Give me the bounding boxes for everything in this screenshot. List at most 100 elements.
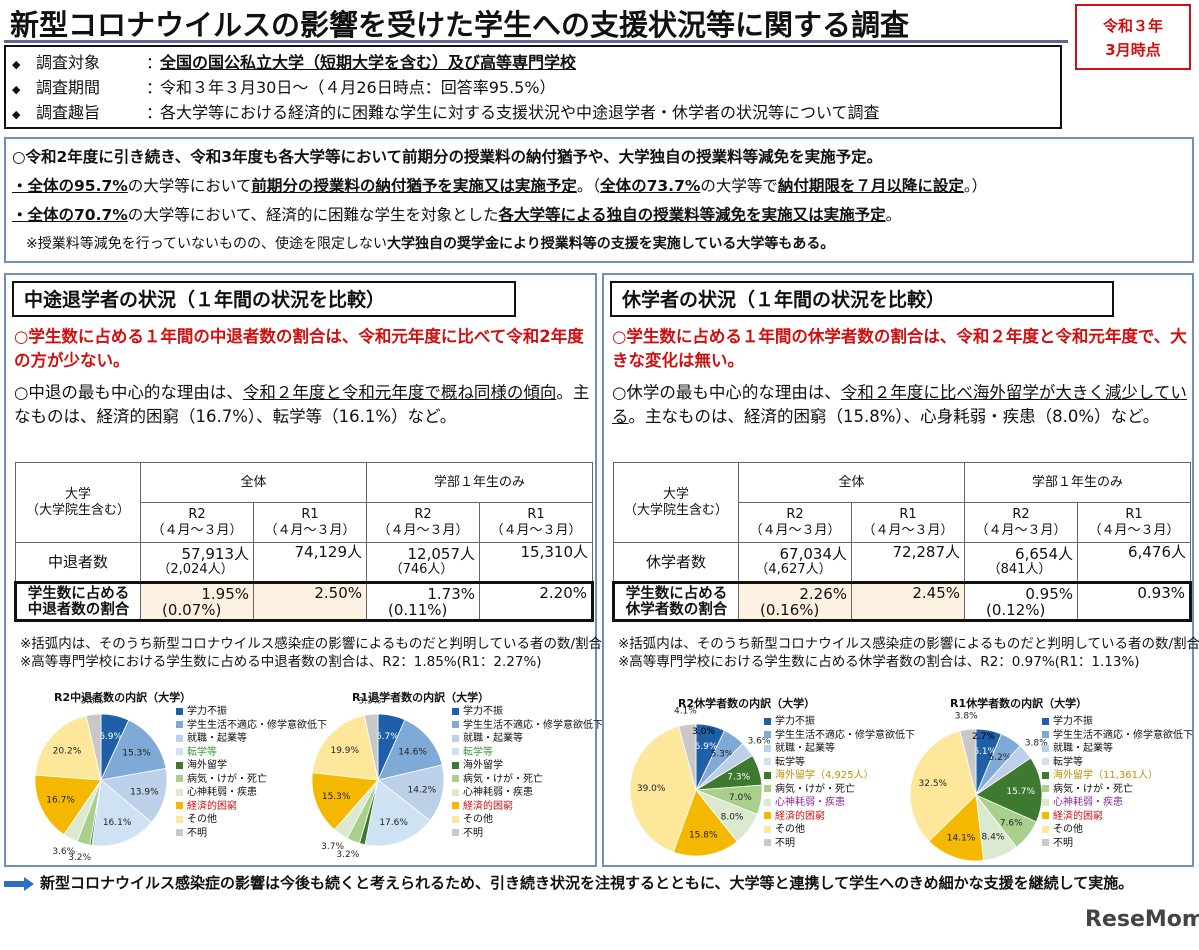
pie-label-0-2: 13.9% (130, 788, 159, 798)
pie-label-1-6: 3.7% (321, 842, 344, 852)
cell-value: 2.45% (912, 584, 960, 602)
leave-table: 大学 （大学院生含む） 全体 学部１年生のみ R2 （４月～３月） R1 （４月～３月… (612, 462, 1192, 622)
sub-header: R2 （４月～３月） (366, 502, 480, 543)
legend-label: 不明 (1053, 837, 1073, 849)
resemom-logo: ReseMom (1085, 907, 1199, 932)
reason-text: 令和２年度と令和元年度で概ね同様の傾向 (242, 383, 557, 402)
dropout-pie-charts: 6.9%15.3%13.9%16.1%0.5%3.2%3.6%16.7%20.2… (34, 696, 445, 865)
table-cell: 6,476人 (1077, 542, 1191, 583)
summary-text: 全体の73.7% (600, 177, 701, 195)
legend-item: 就職・起業等 (176, 732, 327, 746)
pie-label-1-4: 1.4% (347, 854, 370, 864)
legend-label: 就職・起業等 (1053, 743, 1113, 754)
legend-label: 学生生活不適応・修学意欲低下 (1053, 729, 1193, 741)
sub-header-text: R1 (301, 506, 319, 522)
pie-legend: 学力不振 学生生活不適応・修学意欲低下 就職・起業等 転学等 海外留学（4,925人） 病… (764, 715, 915, 850)
legend-label: 海外留学 (463, 760, 503, 771)
pie-slice-0-7 (34, 774, 102, 836)
legend-swatch (452, 775, 459, 782)
legend-swatch (764, 731, 771, 738)
pie-label-3-2: 3.8% (1025, 738, 1048, 748)
legend-label: その他 (187, 814, 217, 825)
pie-label-2-4: 7.3% (727, 772, 750, 782)
pie-slice-2-8 (629, 725, 697, 853)
legend-item: 病気・けが・死亡 (764, 783, 915, 797)
survey-value: 各大学等における経済的に困難な学生に対する支援状況や中途退学者・休学者の状況等に… (160, 103, 880, 122)
legend-label: 学生生活不適応・修学意欲低下 (463, 719, 603, 731)
pie-label-3-5: 7.6% (1000, 819, 1023, 829)
legend-item: 就職・起業等 (764, 742, 915, 756)
summary-text: の大学等で (700, 177, 778, 195)
header-all: 全体 (738, 462, 965, 503)
cell-sub: （746人） (389, 562, 454, 577)
legend-item: 海外留学 (452, 759, 603, 773)
table-cell: 57,913人 （2,024人） (140, 542, 254, 583)
survey-value: 全国の国公私立大学（短期大学を含む）及び高等専門学校 (160, 53, 577, 72)
legend-swatch (764, 717, 771, 725)
table-cell: 67,034人 （4,627人） (738, 542, 852, 583)
legend-item: 心神耗弱・疾患 (764, 796, 915, 810)
reason-text: 。主なものは、経済的困窮（16.7%）、転学等（16.1%）など。 (14, 383, 590, 426)
legend-label: 学力不振 (463, 706, 503, 717)
pie-label-0-3: 16.1% (103, 818, 132, 828)
pie-label-1-1: 14.6% (398, 747, 427, 757)
pie-label-3-4: 15.7% (1006, 787, 1035, 797)
legend-swatch (176, 802, 183, 809)
legend-item: 海外留学（11,361人） (1042, 769, 1193, 783)
table-row: 大学 （大学院生含む） 全体 学部１年生のみ (613, 462, 1191, 543)
legend-item: 就職・起業等 (452, 732, 603, 746)
table-cell: 2.26% (0.16%) (738, 581, 852, 622)
sub-header: R2 （４月～３月） (964, 502, 1078, 543)
sub-header-text: R2 (786, 506, 804, 522)
legend-item: 海外留学 (176, 759, 327, 773)
sub-header: R2 （４月～３月） (738, 502, 852, 543)
legend-label: 不明 (463, 827, 483, 839)
legend-item: 海外留学（4,925人） (764, 769, 915, 783)
pie-label-3-1: 5.2% (988, 753, 1011, 763)
table-cell: 15,310人 (479, 542, 593, 583)
legend-item: 学生生活不適応・修学意欲低下 (1042, 729, 1193, 743)
legend-item: 経済的困窮 (176, 800, 327, 814)
note-text: ※括弧内は、そのうち新型コロナウイルス感染症の影響によるものだと判明している者の… (618, 636, 1199, 652)
legend-item: その他 (764, 823, 915, 837)
legend-item: 不明 (1042, 837, 1193, 851)
row-label: 中退者数 (15, 542, 141, 583)
note-text: ※高等専門学校における学生数に占める休学者数の割合は、R2：0.97%(R1：1… (618, 654, 1140, 670)
pie-label-0-8: 20.2% (53, 747, 82, 757)
pie-label-0-9: 3.6% (81, 697, 104, 707)
legend-item: 心神耗弱・疾患 (452, 786, 603, 800)
legend-label: 病気・けが・死亡 (1053, 783, 1133, 795)
legend-swatch (764, 758, 771, 765)
table-cell: 6,654人 （841人） (964, 542, 1078, 583)
note-text: ※高等専門学校における学生数に占める中退者数の割合は、R2：1.85%(R1：2… (20, 654, 542, 670)
reason-text: 令和２年度に比べ海外留学が大きく減少している (612, 383, 1187, 426)
summary-text: ○令和2年度に引き続き、令和3年度も各大学等において前期分の授業料の納付猶予や、… (12, 148, 883, 166)
sub-header: R2 （４月～３月） (140, 502, 254, 543)
cell-sub: (0.16%) (760, 600, 820, 619)
cell-value: 2.50% (314, 584, 362, 602)
date-badge-line1: 令和３年 (1102, 17, 1163, 35)
legend-swatch (1042, 744, 1049, 752)
summary-text: 各大学等による独自の授業料等減免を実施又は実施予定 (498, 206, 886, 224)
pie-label-3-7: 14.1% (947, 833, 976, 843)
legend-item: その他 (452, 813, 603, 827)
pie-title: R1退学者数の内訳（大学） (352, 691, 490, 704)
date-badge: 令和３年 3月時点 (1075, 4, 1191, 70)
legend-swatch (764, 825, 771, 833)
legend-swatch (176, 707, 183, 715)
pie-title: R1休学者数の内訳（大学） (950, 697, 1088, 710)
title-underline (4, 40, 1068, 43)
cell-value: 0.95% (1025, 584, 1073, 603)
legend-label: その他 (1053, 824, 1083, 835)
pie-slice-3-8 (909, 730, 977, 842)
legend-label: 就職・起業等 (775, 743, 835, 754)
legend-label: 海外留学（11,361人） (1053, 770, 1158, 781)
pie-label-1-2: 14.2% (408, 786, 437, 796)
table-cell: 2.45% (851, 581, 965, 622)
legend-label: 経済的困窮 (1053, 810, 1103, 822)
legend-label: 就職・起業等 (463, 733, 523, 744)
footer-text: 新型コロナウイルス感染症の影響は今後も続くと考えられるため、引き続き状況を注視す… (40, 874, 1134, 892)
legend-label: 心神耗弱・疾患 (1053, 797, 1123, 808)
sub-header-text: （４月～３月） (862, 522, 954, 538)
sub-header-text: R2 (1012, 506, 1030, 522)
